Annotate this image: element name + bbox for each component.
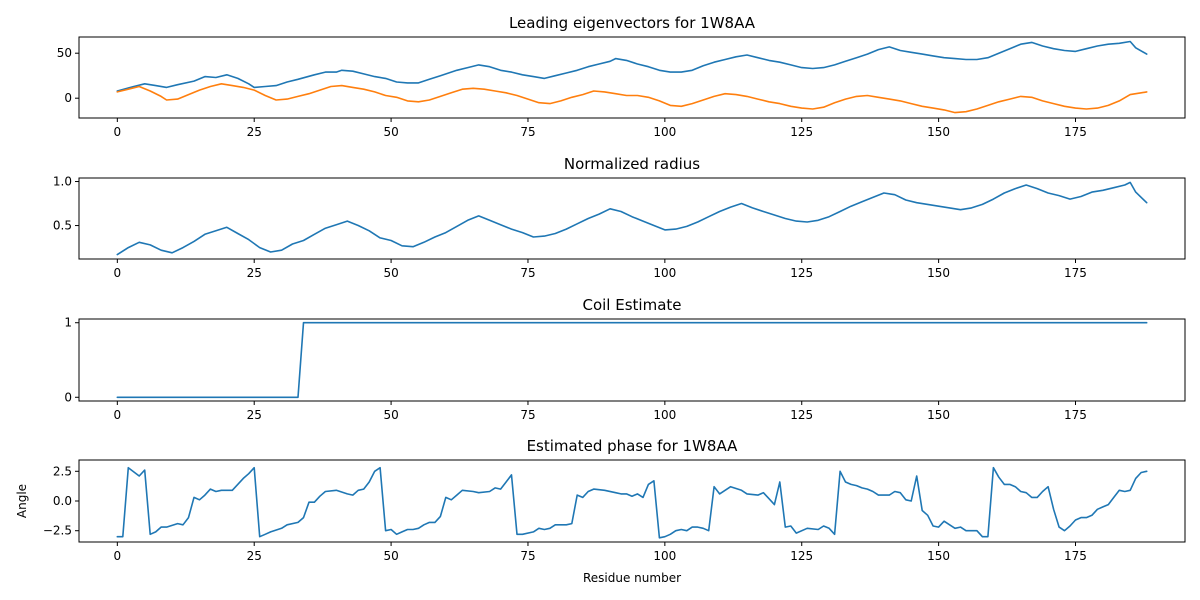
- x-tick-label: 100: [653, 408, 676, 422]
- y-tick-label: 0.5: [53, 219, 72, 233]
- x-tick-label: 50: [383, 125, 398, 139]
- x-tick-label: 175: [1064, 549, 1087, 563]
- chart-title: Normalized radius: [564, 155, 700, 173]
- x-tick-label: 125: [790, 125, 813, 139]
- x-tick-label: 0: [114, 408, 122, 422]
- series-line-2: [116, 83, 1148, 114]
- axes-frame: [78, 318, 1186, 402]
- y-tick-label: 1: [64, 316, 72, 330]
- subplot-1: 0 25 50 75 100 125 150 175 0 50 Leading eigenvecto…: [57, 14, 1186, 139]
- x-tick-label: 125: [790, 408, 813, 422]
- x-tick-label: 75: [520, 125, 535, 139]
- y-tick-label: 50: [57, 46, 72, 60]
- axes-frame: [78, 36, 1186, 119]
- x-tick-label: 0: [114, 125, 122, 139]
- x-tick-label: 50: [383, 408, 398, 422]
- x-tick-label: 75: [520, 549, 535, 563]
- x-tick-label: 75: [520, 408, 535, 422]
- x-tick-label: 0: [114, 549, 122, 563]
- chart-title: Coil Estimate: [582, 296, 681, 314]
- x-tick-label: 150: [927, 408, 950, 422]
- x-tick-label: 75: [520, 266, 535, 280]
- x-tick-label: 100: [653, 549, 676, 563]
- y-tick-label: 0: [64, 91, 72, 105]
- x-tick-label: 175: [1064, 125, 1087, 139]
- x-tick-label: 125: [790, 549, 813, 563]
- x-tick-label: 0: [114, 266, 122, 280]
- y-tick-label: 0: [64, 390, 72, 404]
- subplot-3: 0 25 50 75 100 125 150 175 0 1 Coil Estimate: [64, 296, 1186, 422]
- y-axis-label: Angle: [15, 484, 29, 518]
- x-tick-label: 125: [790, 266, 813, 280]
- y-tick-label: 1.0: [53, 175, 72, 189]
- y-tick-label: −2.5: [43, 524, 72, 538]
- x-tick-label: 150: [927, 549, 950, 563]
- series-line-1: [116, 321, 1148, 399]
- axes-frame: [78, 459, 1186, 543]
- series-line-1: [116, 466, 1148, 539]
- x-tick-label: 100: [653, 125, 676, 139]
- y-tick-label: 2.5: [53, 464, 72, 478]
- x-tick-label: 25: [247, 549, 262, 563]
- y-tick-label: 0.0: [53, 494, 72, 508]
- chart-title: Leading eigenvectors for 1W8AA: [509, 14, 756, 32]
- x-tick-label: 50: [383, 549, 398, 563]
- chart-title: Estimated phase for 1W8AA: [527, 437, 739, 455]
- x-tick-label: 175: [1064, 408, 1087, 422]
- axes-frame: [78, 177, 1186, 260]
- x-tick-label: 25: [247, 125, 262, 139]
- x-tick-label: 150: [927, 125, 950, 139]
- x-tick-label: 25: [247, 266, 262, 280]
- x-tick-label: 25: [247, 408, 262, 422]
- x-axis-label: Residue number: [583, 571, 681, 585]
- subplot-2: 0 25 50 75 100 125 150 175 0.5 1.0 Normalized radi…: [53, 155, 1186, 280]
- x-tick-label: 175: [1064, 266, 1087, 280]
- x-tick-label: 50: [383, 266, 398, 280]
- series-line-1: [116, 181, 1148, 256]
- series-line-1: [116, 40, 1148, 92]
- x-tick-label: 150: [927, 266, 950, 280]
- x-tick-label: 100: [653, 266, 676, 280]
- subplot-4: 0 25 50 75 100 125 150 175 −2.5 0.0 2.5 Estimated p…: [15, 437, 1186, 585]
